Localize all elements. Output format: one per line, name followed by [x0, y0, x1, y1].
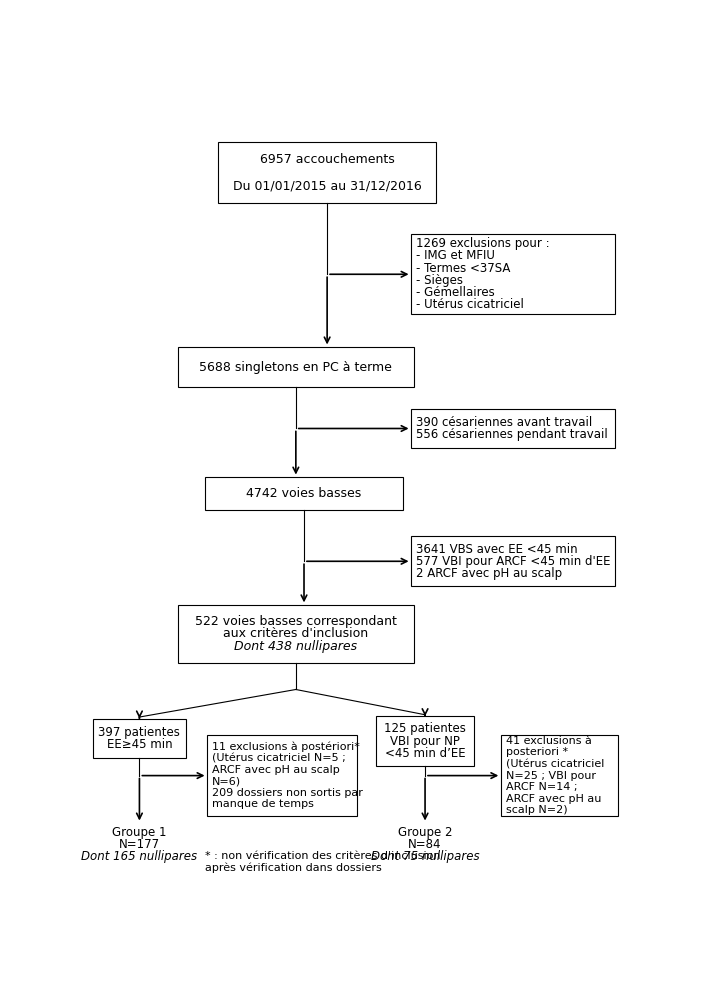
- FancyBboxPatch shape: [205, 477, 404, 510]
- FancyBboxPatch shape: [501, 736, 618, 816]
- FancyBboxPatch shape: [178, 347, 414, 387]
- Text: N=84: N=84: [409, 838, 442, 851]
- Text: - Termes <37SA: - Termes <37SA: [416, 261, 510, 274]
- Text: ARCF avec pH au: ARCF avec pH au: [505, 793, 601, 804]
- Text: N=177: N=177: [119, 838, 160, 851]
- FancyBboxPatch shape: [218, 142, 436, 204]
- Text: 6957 accouchements: 6957 accouchements: [260, 153, 395, 166]
- Text: 125 patientes: 125 patientes: [384, 723, 466, 736]
- Text: - IMG et MFIU: - IMG et MFIU: [416, 249, 495, 262]
- Text: 522 voies basses correspondant: 522 voies basses correspondant: [195, 614, 397, 627]
- FancyBboxPatch shape: [376, 717, 474, 766]
- Text: 577 VBI pour ARCF <45 min d'EE: 577 VBI pour ARCF <45 min d'EE: [416, 555, 610, 568]
- Text: N=25 ; VBI pour: N=25 ; VBI pour: [505, 770, 595, 780]
- Text: Dont 75 nullipares: Dont 75 nullipares: [371, 850, 479, 863]
- Text: - Gémellaires: - Gémellaires: [416, 286, 495, 299]
- FancyBboxPatch shape: [93, 719, 186, 758]
- FancyBboxPatch shape: [208, 736, 357, 816]
- Text: - Utérus cicatriciel: - Utérus cicatriciel: [416, 298, 524, 311]
- Text: 11 exclusions à postériori*: 11 exclusions à postériori*: [212, 742, 359, 752]
- Text: 3641 VBS avec EE <45 min: 3641 VBS avec EE <45 min: [416, 543, 578, 556]
- Text: 390 césariennes avant travail: 390 césariennes avant travail: [416, 415, 592, 428]
- Text: Du 01/01/2015 au 31/12/2016: Du 01/01/2015 au 31/12/2016: [233, 179, 421, 193]
- FancyBboxPatch shape: [411, 234, 616, 314]
- Text: 4742 voies basses: 4742 voies basses: [246, 487, 362, 500]
- FancyBboxPatch shape: [178, 605, 414, 663]
- Text: 397 patientes: 397 patientes: [98, 726, 180, 739]
- Text: - Sièges: - Sièges: [416, 274, 463, 287]
- Text: (Utérus cicatriciel N=5 ;: (Utérus cicatriciel N=5 ;: [212, 753, 345, 763]
- Text: (Utérus cicatriciel: (Utérus cicatriciel: [505, 759, 604, 769]
- Text: Groupe 1: Groupe 1: [112, 826, 166, 839]
- Text: N=6): N=6): [212, 776, 241, 786]
- Text: aux critères d'inclusion: aux critères d'inclusion: [223, 627, 369, 640]
- FancyBboxPatch shape: [411, 537, 616, 586]
- Text: posteriori *: posteriori *: [505, 747, 568, 757]
- Text: ARCF avec pH au scalp: ARCF avec pH au scalp: [212, 764, 340, 774]
- Text: Groupe 2: Groupe 2: [398, 826, 452, 839]
- Text: 1269 exclusions pour :: 1269 exclusions pour :: [416, 238, 550, 250]
- Text: <45 min d’EE: <45 min d’EE: [385, 746, 465, 760]
- FancyBboxPatch shape: [411, 409, 616, 448]
- Text: Dont 438 nullipares: Dont 438 nullipares: [234, 640, 357, 653]
- Text: VBI pour NP: VBI pour NP: [390, 735, 460, 747]
- Text: 41 exclusions à: 41 exclusions à: [505, 736, 592, 746]
- Text: 2 ARCF avec pH au scalp: 2 ARCF avec pH au scalp: [416, 567, 562, 580]
- Text: ARCF N=14 ;: ARCF N=14 ;: [505, 782, 577, 792]
- Text: EE≥45 min: EE≥45 min: [107, 739, 172, 751]
- Text: Dont 165 nullipares: Dont 165 nullipares: [81, 850, 197, 863]
- Text: 5688 singletons en PC à terme: 5688 singletons en PC à terme: [199, 361, 392, 374]
- Text: * : non vérification des critères d'inclusion
après vérification dans dossiers: * : non vérification des critères d'incl…: [205, 851, 440, 873]
- Text: 556 césariennes pendant travail: 556 césariennes pendant travail: [416, 428, 607, 441]
- Text: 209 dossiers non sortis par: 209 dossiers non sortis par: [212, 788, 363, 798]
- Text: manque de temps: manque de temps: [212, 799, 314, 809]
- Text: scalp N=2): scalp N=2): [505, 805, 567, 815]
